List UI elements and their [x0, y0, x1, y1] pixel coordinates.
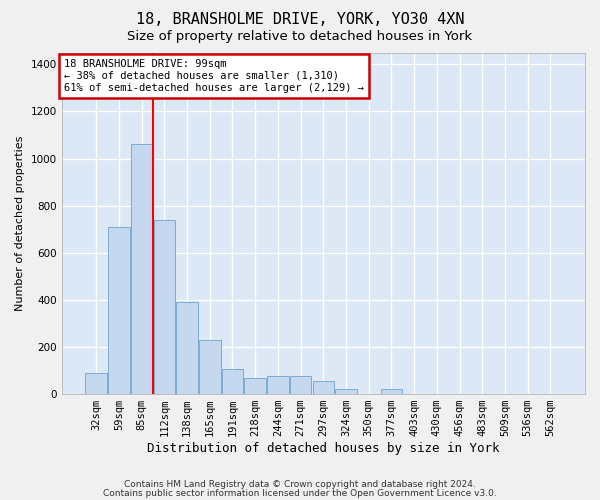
Bar: [267, 376, 289, 394]
Bar: [176, 302, 198, 394]
Text: Contains public sector information licensed under the Open Government Licence v3: Contains public sector information licen…: [103, 489, 497, 498]
Text: 18 BRANSHOLME DRIVE: 99sqm
← 38% of detached houses are smaller (1,310)
61% of s: 18 BRANSHOLME DRIVE: 99sqm ← 38% of deta…: [64, 60, 364, 92]
Bar: [313, 381, 334, 394]
Text: Size of property relative to detached houses in York: Size of property relative to detached ho…: [127, 30, 473, 43]
Bar: [199, 340, 221, 394]
Bar: [85, 373, 107, 394]
Text: 18, BRANSHOLME DRIVE, YORK, YO30 4XN: 18, BRANSHOLME DRIVE, YORK, YO30 4XN: [136, 12, 464, 28]
Bar: [335, 390, 357, 394]
Bar: [131, 144, 152, 394]
Bar: [380, 390, 402, 394]
Bar: [222, 370, 243, 394]
Bar: [290, 376, 311, 394]
Text: Contains HM Land Registry data © Crown copyright and database right 2024.: Contains HM Land Registry data © Crown c…: [124, 480, 476, 489]
Bar: [154, 220, 175, 394]
Bar: [244, 378, 266, 394]
Bar: [108, 227, 130, 394]
X-axis label: Distribution of detached houses by size in York: Distribution of detached houses by size …: [147, 442, 500, 455]
Y-axis label: Number of detached properties: Number of detached properties: [15, 136, 25, 311]
